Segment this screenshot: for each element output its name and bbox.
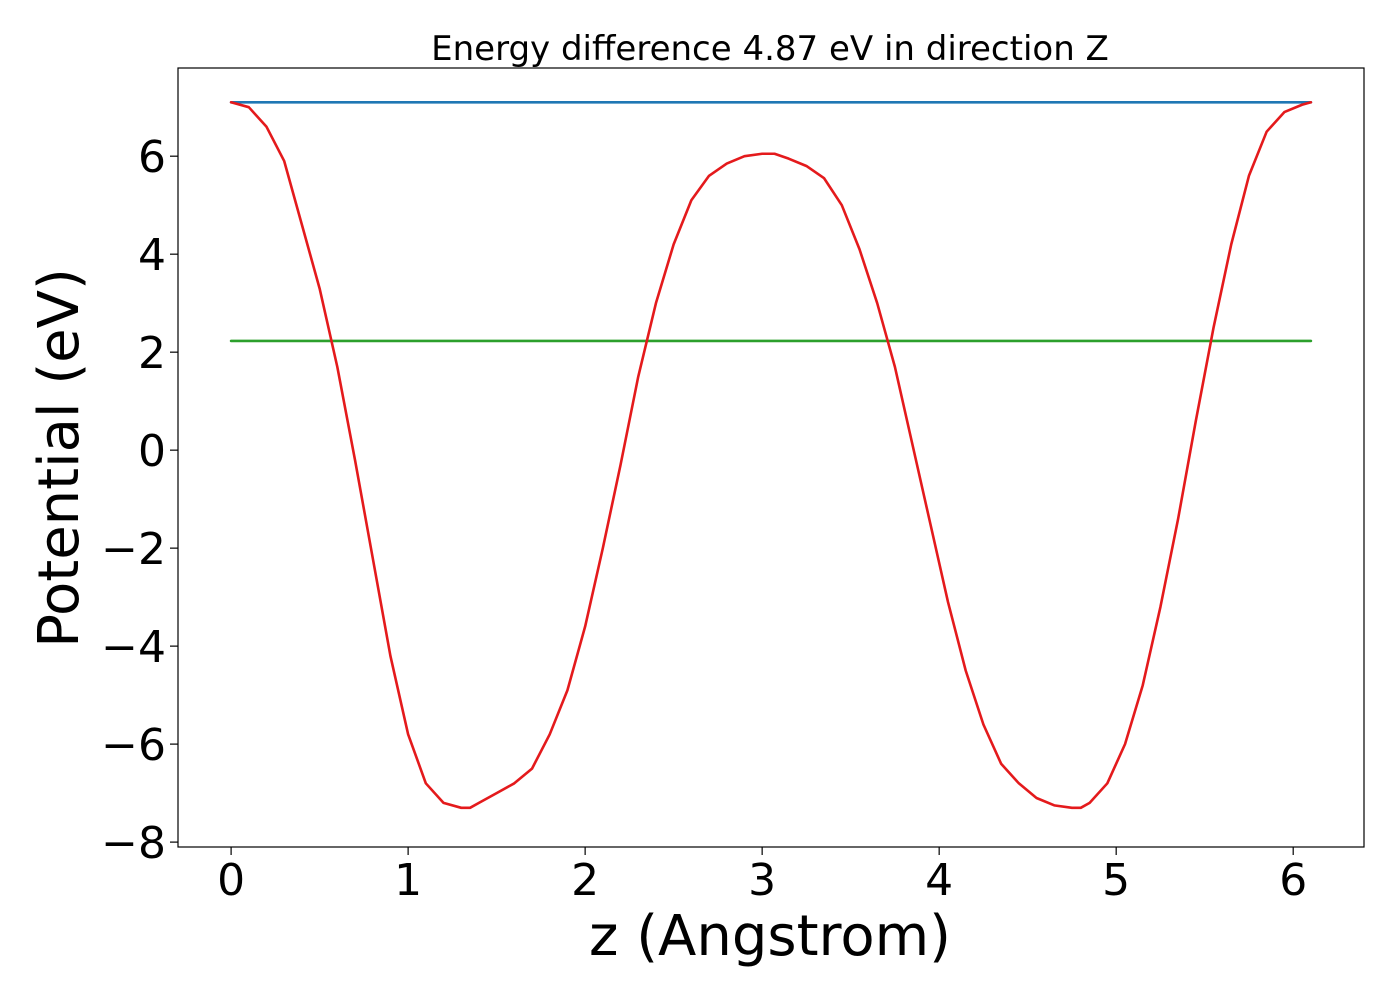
y-tick-label: −6: [101, 720, 166, 771]
series-line-3: [229, 101, 1313, 810]
y-tick-label: 6: [138, 132, 166, 183]
y-tick-label: 2: [138, 328, 166, 379]
y-tick-label: −8: [101, 818, 166, 869]
x-tick-label: 4: [925, 855, 953, 906]
x-tick-label: 0: [217, 855, 245, 906]
plot-frame: [177, 67, 1365, 848]
x-axis-ticks: 0 1 2 3 4 5 6: [217, 847, 1307, 906]
y-tick-label: 4: [138, 230, 166, 281]
y-axis-label: Potential (eV): [27, 268, 92, 648]
chart-title: Energy difference 4.87 eV in direction Z: [431, 29, 1109, 69]
y-tick-label: −4: [101, 622, 166, 673]
y-tick-label: −2: [101, 524, 166, 575]
series-layer: [229, 101, 1313, 810]
y-tick-label: 0: [138, 426, 166, 477]
x-tick-label: 1: [394, 855, 422, 906]
x-tick-label: 5: [1102, 855, 1130, 906]
x-axis-label: z (Angstrom): [589, 904, 951, 969]
x-tick-label: 3: [748, 855, 776, 906]
x-tick-label: 6: [1279, 855, 1307, 906]
x-tick-label: 2: [571, 855, 599, 906]
y-axis-ticks: −8 −6 −4 −2 0 2 4 6: [101, 132, 178, 869]
